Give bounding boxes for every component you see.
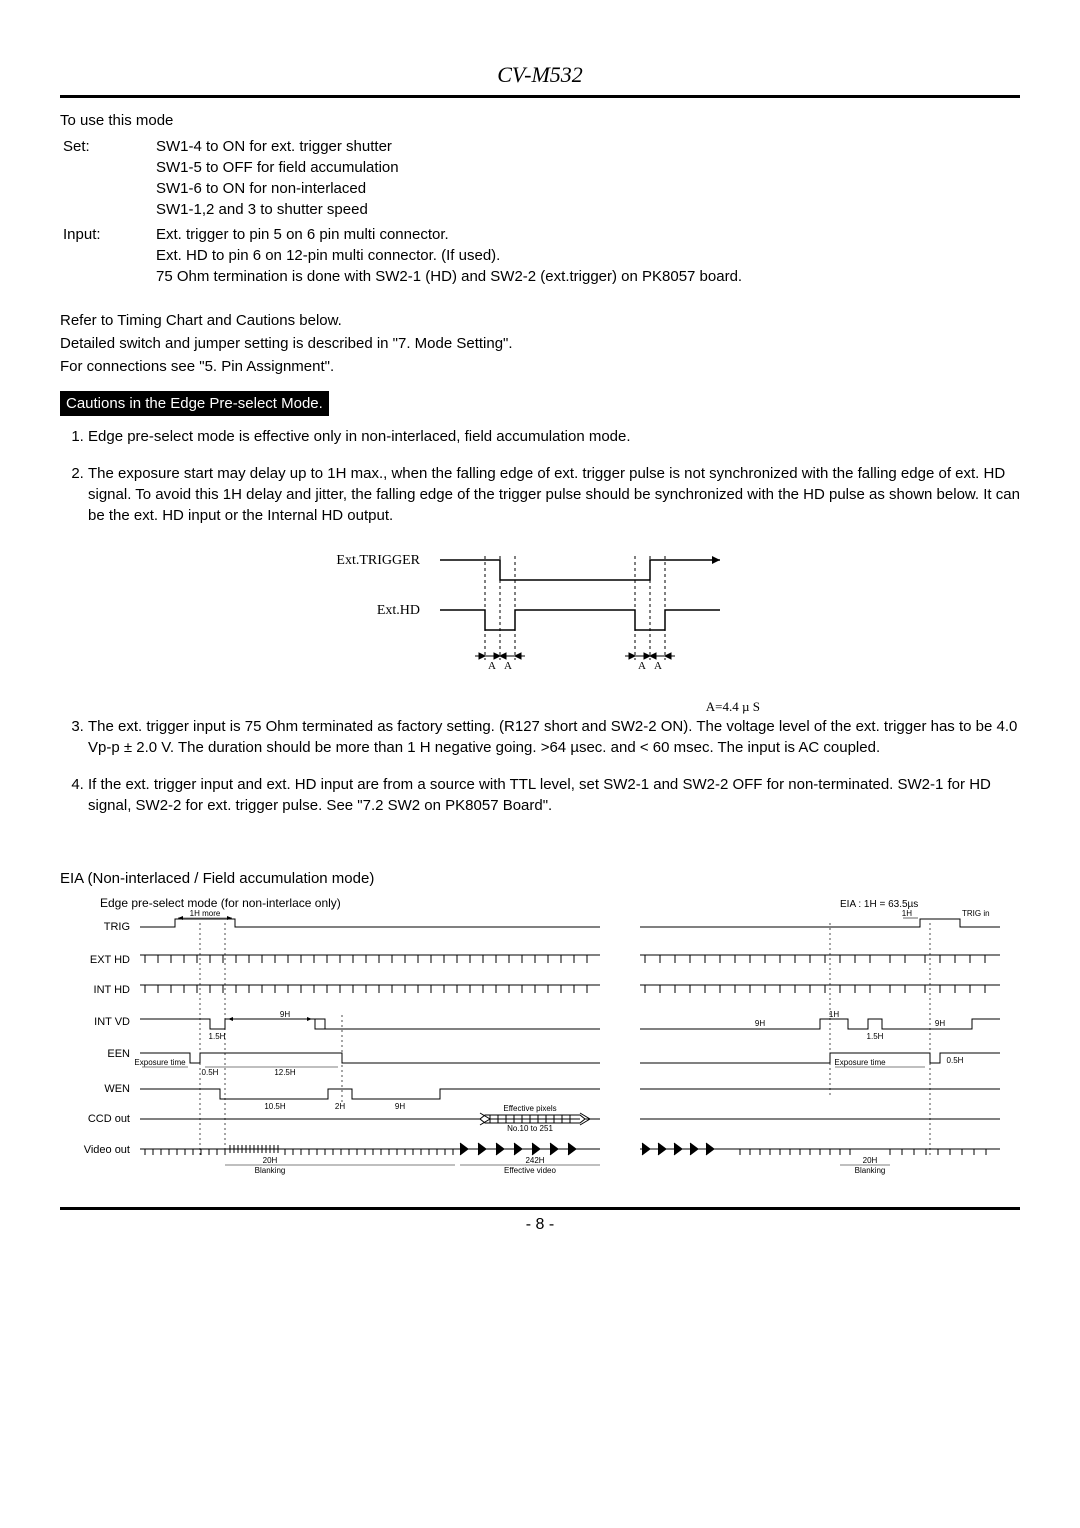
- svg-text:1H more: 1H more: [190, 909, 221, 918]
- input-line-1: Ext. HD to pin 6 on 12-pin multi connect…: [156, 245, 742, 266]
- sig-een: EEN: [107, 1048, 130, 1060]
- svg-text:Effective video: Effective video: [504, 1166, 556, 1175]
- footer-rule: [60, 1207, 1020, 1210]
- svg-text:Exposure time: Exposure time: [134, 1058, 186, 1067]
- svg-text:Exposure time: Exposure time: [834, 1058, 886, 1067]
- set-lines: SW1-4 to ON for ext. trigger shutter SW1…: [155, 135, 752, 221]
- svg-text:TRIG in: TRIG in: [962, 909, 990, 918]
- sig-exthd: EXT HD: [90, 954, 130, 966]
- input-lines: Ext. trigger to pin 5 on 6 pin multi con…: [155, 223, 752, 288]
- input-line-0: Ext. trigger to pin 5 on 6 pin multi con…: [156, 224, 742, 245]
- svg-text:1H: 1H: [829, 1010, 839, 1019]
- set-line-1: SW1-5 to OFF for field accumulation: [156, 157, 742, 178]
- header-rule: [60, 95, 1020, 98]
- intro-heading: To use this mode: [60, 110, 1020, 131]
- cautions-box-title: Cautions in the Edge Pre-select Mode.: [60, 391, 329, 416]
- svg-text:0.5H: 0.5H: [947, 1056, 964, 1065]
- svg-text:0.5H: 0.5H: [202, 1068, 219, 1077]
- timing-heading: EIA (Non-interlaced / Field accumulation…: [60, 868, 1020, 889]
- ref-para-1: Detailed switch and jumper setting is de…: [60, 333, 1020, 354]
- svg-text:No.10 to 251: No.10 to 251: [507, 1124, 553, 1133]
- ref-para-0: Refer to Timing Chart and Cautions below…: [60, 310, 1020, 331]
- svg-text:1.5H: 1.5H: [209, 1032, 226, 1041]
- input-line-2: 75 Ohm termination is done with SW2-1 (H…: [156, 266, 742, 287]
- sig-video: Video out: [84, 1144, 130, 1156]
- page-title: CV-M532: [60, 60, 1020, 91]
- label-ext-hd: Ext.HD: [377, 603, 420, 618]
- set-line-3: SW1-1,2 and 3 to shutter speed: [156, 199, 742, 220]
- cautions-list-cont: The ext. trigger input is 75 Ohm termina…: [60, 716, 1020, 816]
- sig-inthd: INT HD: [94, 984, 131, 996]
- set-line-2: SW1-6 to ON for non-interlaced: [156, 178, 742, 199]
- caution-2: The exposure start may delay up to 1H ma…: [88, 463, 1020, 526]
- caution-4: If the ext. trigger input and ext. HD in…: [88, 774, 1020, 816]
- svg-text:10.5H: 10.5H: [264, 1102, 286, 1111]
- caution-3: The ext. trigger input is 75 Ohm termina…: [88, 716, 1020, 758]
- set-line-0: SW1-4 to ON for ext. trigger shutter: [156, 136, 742, 157]
- page-number: - 8 -: [60, 1214, 1020, 1236]
- sig-ccd: CCD out: [88, 1113, 130, 1125]
- svg-text:Effective pixels: Effective pixels: [503, 1104, 556, 1113]
- timing-chart: Edge pre-select mode (for non-interlace …: [60, 895, 1020, 1195]
- input-key: Input:: [62, 223, 153, 288]
- a-label-3: A: [638, 660, 646, 672]
- a-label-2: A: [504, 660, 512, 672]
- svg-text:20H: 20H: [863, 1156, 878, 1165]
- svg-text:20H: 20H: [263, 1156, 278, 1165]
- trigger-diagram: Ext.TRIGGER Ext.HD A: [60, 542, 1020, 716]
- svg-text:242H: 242H: [525, 1156, 544, 1165]
- ref-para-2: For connections see "5. Pin Assignment".: [60, 356, 1020, 377]
- svg-text:12.5H: 12.5H: [274, 1068, 296, 1077]
- svg-text:2H: 2H: [335, 1102, 345, 1111]
- cautions-list: Edge pre-select mode is effective only i…: [60, 426, 1020, 526]
- svg-text:Blanking: Blanking: [855, 1166, 886, 1175]
- a-label-4: A: [654, 660, 662, 672]
- sig-intvd: INT VD: [94, 1016, 130, 1028]
- a-footnote: A=4.4 µ S: [60, 698, 1020, 716]
- caution-1: Edge pre-select mode is effective only i…: [88, 426, 1020, 447]
- settings-table: Set: SW1-4 to ON for ext. trigger shutte…: [60, 133, 754, 290]
- label-ext-trigger: Ext.TRIGGER: [336, 553, 420, 568]
- svg-text:Blanking: Blanking: [255, 1166, 286, 1175]
- timing-subheading: Edge pre-select mode (for non-interlace …: [100, 896, 341, 910]
- svg-text:9H: 9H: [280, 1010, 290, 1019]
- svg-text:9H: 9H: [755, 1019, 765, 1028]
- svg-text:1.5H: 1.5H: [867, 1032, 884, 1041]
- svg-text:9H: 9H: [935, 1019, 945, 1028]
- a-label-1: A: [488, 660, 496, 672]
- set-key: Set:: [62, 135, 153, 221]
- sig-wen: WEN: [104, 1083, 130, 1095]
- svg-text:1H: 1H: [902, 909, 912, 918]
- svg-text:9H: 9H: [395, 1102, 405, 1111]
- sig-trig: TRIG: [104, 921, 130, 933]
